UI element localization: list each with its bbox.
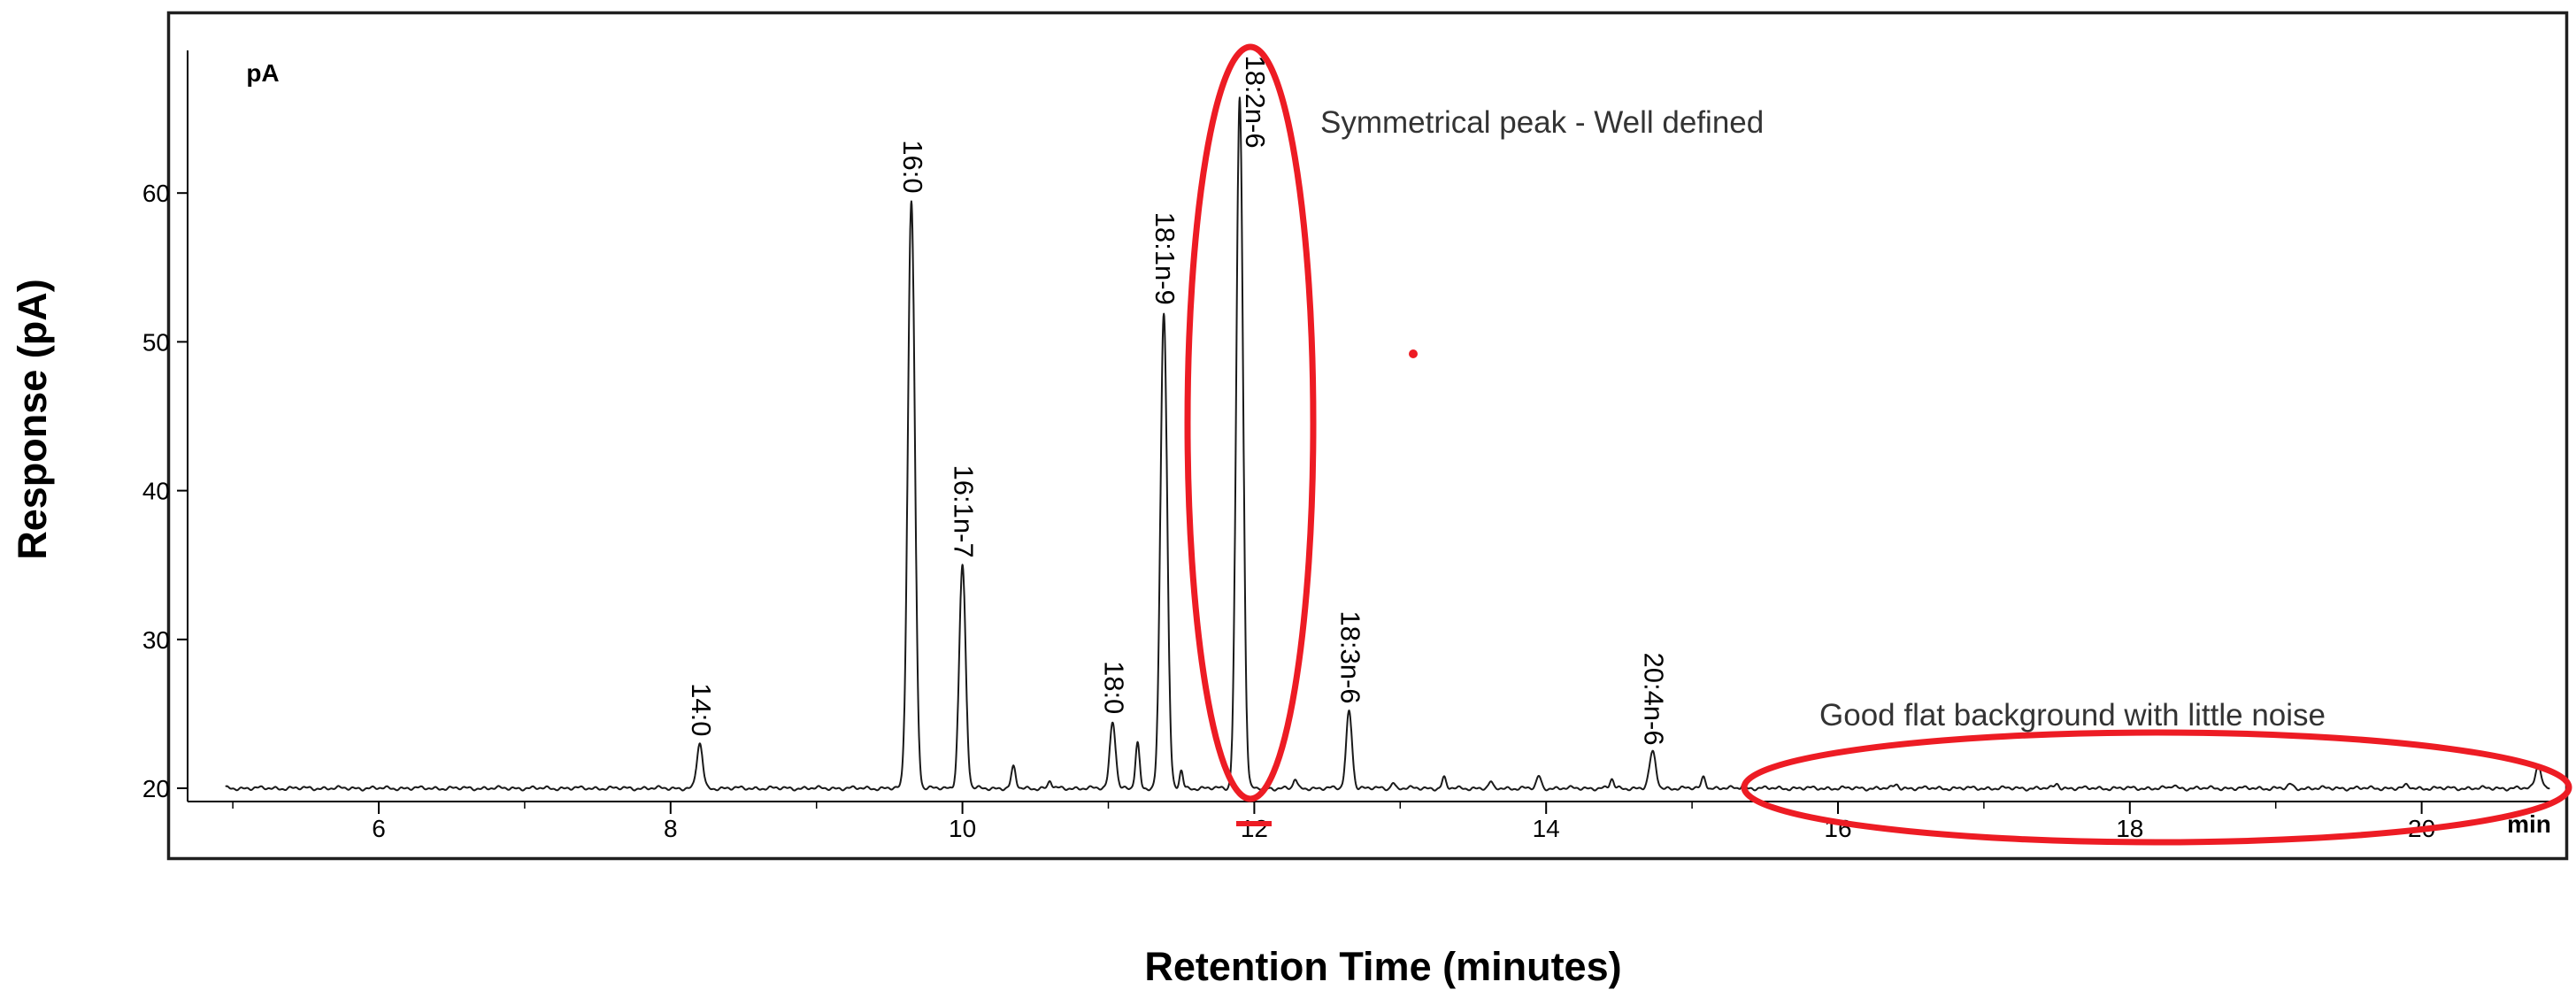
x-axis-title: Retention Time (minutes) bbox=[1144, 944, 1621, 989]
y-axis-unit-label: pA bbox=[246, 59, 279, 87]
peak-label: 14:0 bbox=[686, 683, 717, 736]
peak-labels-group: 14:0 16:0 16:1n-7 18:0 18:1n-9 18:2n-6 18:3n-6… bbox=[686, 55, 1670, 745]
axes-group bbox=[187, 50, 2560, 802]
peak-label: 20:4n-6 bbox=[1639, 652, 1670, 745]
annotation-symmetrical-peak: Symmetrical peak - Well defined bbox=[1320, 105, 1764, 140]
peak-label: 18:2n-6 bbox=[1240, 55, 1271, 148]
peak-label: 16:0 bbox=[897, 140, 928, 193]
annotation-flat-background: Good flat background with little noise bbox=[1819, 698, 2326, 733]
peak-label: 18:0 bbox=[1098, 661, 1129, 714]
plot-border bbox=[166, 11, 2569, 861]
peak-label: 18:1n-9 bbox=[1150, 212, 1180, 305]
trace-layer bbox=[225, 96, 2550, 792]
y-axis-tick-label: 30 bbox=[142, 626, 170, 654]
x-axis-tick-label: 18 bbox=[2116, 815, 2143, 842]
red-speck bbox=[1409, 349, 1418, 358]
y-axis-tick-label: 20 bbox=[142, 775, 170, 802]
x-axis-tick-label: 12 bbox=[1241, 815, 1268, 842]
y-axis-title: Response (pA) bbox=[10, 279, 55, 560]
peak-highlight-ellipse bbox=[1184, 43, 1317, 802]
peak-label: 16:1n-7 bbox=[949, 465, 980, 558]
chromatogram-trace bbox=[225, 96, 2550, 792]
x-axis-tick-label: 10 bbox=[949, 815, 976, 842]
y-axis-tick-label: 50 bbox=[142, 328, 170, 356]
y-axis-tick-label: 40 bbox=[142, 478, 170, 505]
baseline-highlight-ellipse bbox=[1741, 729, 2572, 846]
y-axis-tick-label: 60 bbox=[142, 180, 170, 207]
x-axis-tick-label: 8 bbox=[664, 815, 678, 842]
x-axis-tick-label: 14 bbox=[1533, 815, 1560, 842]
x-axis-tick-label: 6 bbox=[372, 815, 386, 842]
peak-label: 18:3n-6 bbox=[1335, 610, 1366, 703]
